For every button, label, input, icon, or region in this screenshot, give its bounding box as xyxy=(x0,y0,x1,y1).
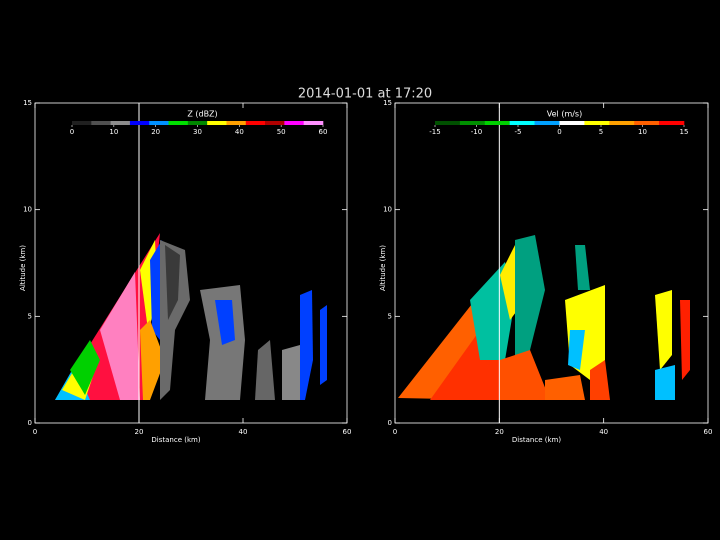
colorbar-segment xyxy=(484,121,510,125)
y-tick-label: 0 xyxy=(388,419,392,427)
plot-frame xyxy=(394,102,709,424)
colorbar-segment xyxy=(634,121,660,125)
colorbar-label: Z (dBZ) xyxy=(187,110,217,119)
y-tick-label: 0 xyxy=(28,419,32,427)
colorbar-segment xyxy=(110,121,131,125)
colorbar-segment xyxy=(509,121,535,125)
colorbar-segment xyxy=(226,121,247,125)
colorbar-segment xyxy=(284,121,304,125)
y-tick-label: 10 xyxy=(383,206,392,214)
y-tick-label: 10 xyxy=(23,206,32,214)
x-tick-label: 20 xyxy=(135,428,144,436)
x-tick-label: 40 xyxy=(239,428,248,436)
colorbar-segment xyxy=(534,121,560,125)
y-tick-label: 15 xyxy=(383,99,392,107)
colorbar-label: Vel (m/s) xyxy=(547,110,582,119)
colorbar-tick-label: 30 xyxy=(193,128,202,136)
colorbar-segment xyxy=(559,121,585,125)
colorbar-segment xyxy=(168,121,189,125)
x-tick-label: 0 xyxy=(393,428,397,436)
plot-frame xyxy=(34,102,348,424)
colorbar-segment xyxy=(149,121,169,125)
x-tick-label: 60 xyxy=(343,428,352,436)
colorbar-segment xyxy=(459,121,486,125)
x-tick-label: 60 xyxy=(704,428,713,436)
y-tick-label: 5 xyxy=(388,312,392,320)
colorbar-tick-label: 15 xyxy=(680,128,689,136)
colorbar-tick-label: -10 xyxy=(471,128,482,136)
x-axis-label: Distance (km) xyxy=(512,436,561,444)
x-tick-label: 20 xyxy=(495,428,504,436)
colorbar-tick-label: 0 xyxy=(70,128,74,136)
colorbar-segment xyxy=(187,121,208,125)
x-tick-label: 40 xyxy=(599,428,608,436)
colorbar-segment xyxy=(91,121,111,125)
x-axis-label: Distance (km) xyxy=(151,436,200,444)
y-tick-label: 5 xyxy=(28,312,32,320)
colorbar-tick-label: 40 xyxy=(235,128,244,136)
y-axis-label: Altitude (km) xyxy=(19,245,27,291)
colorbar-tick-label: -5 xyxy=(515,128,522,136)
colorbar-tick-label: 60 xyxy=(319,128,328,136)
colorbar-segment xyxy=(245,121,266,125)
colorbar-tick-label: 10 xyxy=(109,128,118,136)
colorbar-tick-label: 0 xyxy=(557,128,561,136)
colorbar-tick-label: -15 xyxy=(429,128,440,136)
title: 2014-01-01 at 17:20 xyxy=(298,87,432,102)
colorbar-tick-label: 5 xyxy=(599,128,603,136)
y-axis-label: Altitude (km) xyxy=(379,245,387,291)
x-tick-label: 0 xyxy=(33,428,37,436)
colorbar-segment xyxy=(129,121,150,125)
velocity-field xyxy=(398,235,690,400)
colorbar-tick-label: 10 xyxy=(638,128,647,136)
colorbar-segment xyxy=(435,121,461,125)
colorbar-segment xyxy=(265,121,285,125)
colorbar-segment xyxy=(303,121,324,125)
colorbar-segment xyxy=(72,121,92,125)
reflectivity-field xyxy=(55,233,327,400)
y-tick-label: 15 xyxy=(23,99,32,107)
colorbar-segment xyxy=(609,121,635,125)
colorbar-segment xyxy=(207,121,227,125)
colorbar-tick-label: 20 xyxy=(151,128,160,136)
colorbar-tick-label: 50 xyxy=(277,128,286,136)
colorbar-segment xyxy=(584,121,610,125)
colorbar-segment xyxy=(659,121,685,125)
